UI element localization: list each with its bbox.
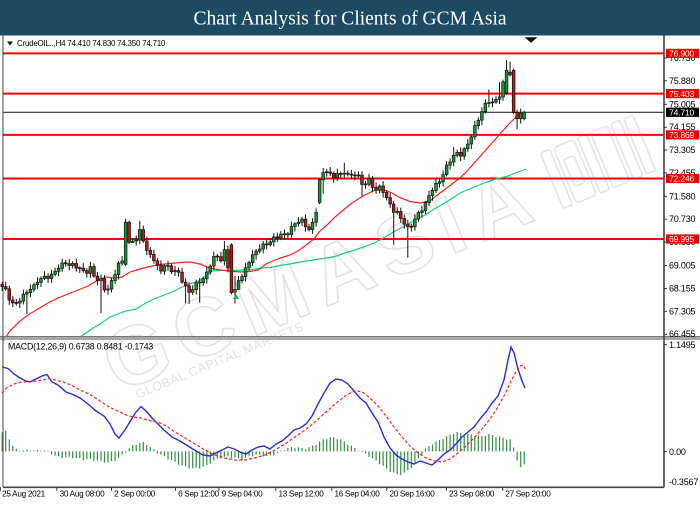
svg-text:0.00: 0.00 (669, 447, 686, 457)
svg-text:6 Sep 12:00: 6 Sep 12:00 (178, 490, 220, 499)
svg-text:68.155: 68.155 (669, 284, 696, 294)
svg-text:MACD(12,26,9) 0.6738 0.8481 -0: MACD(12,26,9) 0.6738 0.8481 -0.1743 (8, 342, 153, 352)
svg-text:75.005: 75.005 (669, 99, 696, 109)
svg-text:75.403: 75.403 (669, 89, 695, 99)
svg-text:-0.3567: -0.3567 (669, 477, 698, 487)
svg-text:74.710: 74.710 (669, 108, 695, 118)
svg-text:1.1495: 1.1495 (669, 340, 696, 350)
svg-text:9 Sep 04:00: 9 Sep 04:00 (222, 490, 264, 499)
svg-text:73.305: 73.305 (669, 145, 696, 155)
svg-text:16 Sep 04:00: 16 Sep 04:00 (334, 490, 380, 499)
svg-text:73.869: 73.869 (669, 130, 695, 140)
svg-text:69.005: 69.005 (669, 261, 696, 271)
svg-text:2 Sep 00:00: 2 Sep 00:00 (114, 490, 156, 499)
svg-text:30 Aug 08:00: 30 Aug 08:00 (60, 490, 105, 499)
svg-text:75.880: 75.880 (669, 76, 696, 86)
svg-text:74.155: 74.155 (669, 122, 696, 132)
svg-text:Chart Analysis for Clients of: Chart Analysis for Clients of GCM Asia (193, 9, 506, 30)
svg-text:66.455: 66.455 (669, 329, 696, 339)
svg-text:69.995: 69.995 (669, 234, 695, 244)
svg-text:72.246: 72.246 (669, 174, 695, 184)
svg-text:71.580: 71.580 (669, 191, 696, 201)
svg-text:27 Sep 20:00: 27 Sep 20:00 (505, 490, 551, 499)
svg-text:76.900: 76.900 (669, 49, 695, 59)
svg-text:72.455: 72.455 (669, 168, 696, 178)
svg-text:67.305: 67.305 (669, 306, 696, 316)
svg-text:25 Aug 2021: 25 Aug 2021 (2, 490, 45, 499)
svg-text:70.730: 70.730 (669, 214, 696, 224)
svg-text:13 Sep 12:00: 13 Sep 12:00 (278, 490, 324, 499)
svg-text:23 Sep 08:00: 23 Sep 08:00 (449, 490, 495, 499)
svg-text:20 Sep 16:00: 20 Sep 16:00 (389, 490, 435, 499)
svg-text:CrudeOIL..,H4 74.410 74.830 7: CrudeOIL..,H4 74.410 74.830 74.350 74.71… (17, 39, 166, 48)
